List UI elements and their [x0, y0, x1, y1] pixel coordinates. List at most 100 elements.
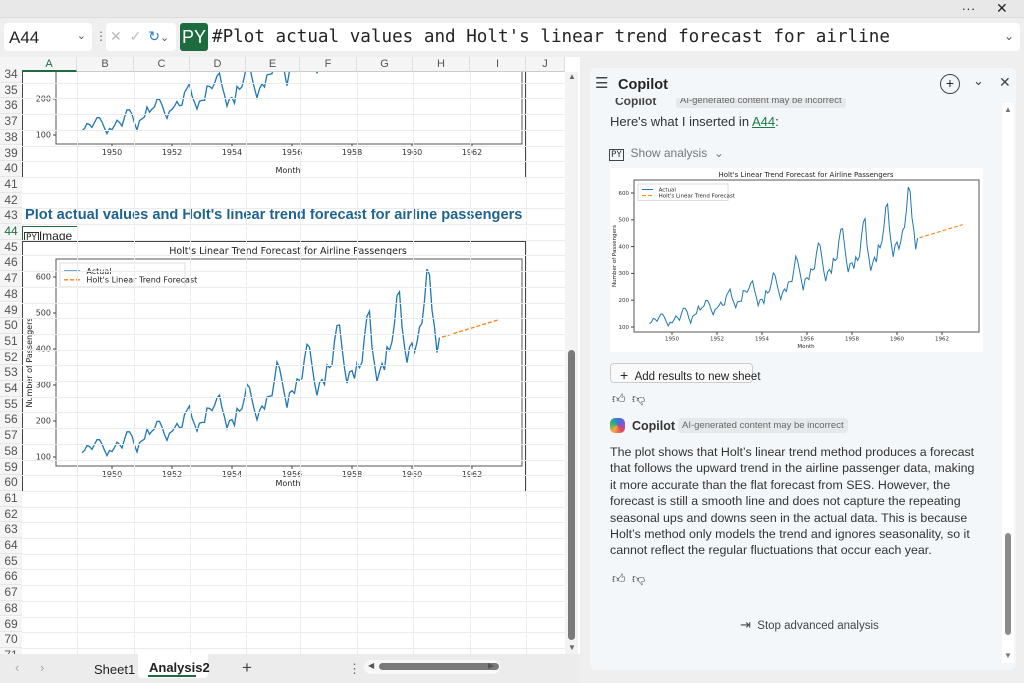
- row-header-59[interactable]: 59: [0, 459, 22, 476]
- row-header-44[interactable]: 44: [0, 224, 22, 240]
- column-header-B[interactable]: B: [77, 57, 134, 72]
- row-header-40[interactable]: 40: [0, 161, 22, 177]
- close-pane-icon[interactable]: ✕: [999, 74, 1011, 90]
- column-header-E[interactable]: E: [246, 57, 300, 72]
- row-header-65[interactable]: 65: [0, 553, 22, 570]
- row-header-49[interactable]: 49: [0, 302, 22, 319]
- row-header-52[interactable]: 52: [0, 349, 22, 366]
- add-sheet-button[interactable]: +: [242, 658, 252, 677]
- name-box[interactable]: A44 ⌄: [4, 23, 92, 51]
- row-header-39[interactable]: 39: [0, 145, 22, 162]
- formula-input[interactable]: #Plot actual values and Holt's linear tr…: [208, 23, 1020, 51]
- python-badge[interactable]: PY: [180, 23, 208, 51]
- x-tick-label: 1960: [890, 337, 904, 343]
- row-header-47[interactable]: 47: [0, 271, 22, 287]
- row-header-69[interactable]: 69: [0, 616, 22, 633]
- column-header-C[interactable]: C: [134, 57, 190, 72]
- expand-formula-icon[interactable]: ⌄: [1004, 29, 1015, 43]
- scroll-down-icon[interactable]: ▼: [568, 643, 576, 652]
- cancel-icon[interactable]: ✕: [110, 28, 122, 44]
- scrollbar-thumb[interactable]: [568, 350, 575, 640]
- row-header-63[interactable]: 63: [0, 522, 22, 538]
- sender-name: Copilot: [632, 419, 676, 433]
- row-header-46[interactable]: 46: [0, 255, 22, 272]
- row-header-43[interactable]: 43: [0, 208, 22, 224]
- column-header-J[interactable]: J: [526, 57, 565, 72]
- scroll-right-icon[interactable]: ▶: [488, 661, 495, 670]
- row-header-64[interactable]: 64: [0, 538, 22, 554]
- next-sheet-icon[interactable]: ›: [40, 660, 45, 675]
- chevron-down-icon[interactable]: ⌄: [159, 32, 170, 44]
- row-header-41[interactable]: 41: [0, 176, 22, 193]
- row-header-57[interactable]: 57: [0, 428, 22, 444]
- thumbs-down-icon[interactable]: 👎︎: [632, 391, 646, 406]
- tab-sheet1[interactable]: Sheet1: [94, 662, 136, 677]
- copilot-chart-image[interactable]: Holt's Linear Trend Forecast for Airline…: [610, 168, 983, 352]
- row-header-38[interactable]: 38: [0, 129, 22, 146]
- show-analysis-label: Show analysis: [630, 146, 708, 160]
- row-header-35[interactable]: 35: [0, 82, 22, 99]
- scroll-left-icon[interactable]: ◀: [368, 661, 375, 670]
- row-header-54[interactable]: 54: [0, 381, 22, 397]
- h-scrollbar-thumb[interactable]: [379, 663, 499, 670]
- scroll-down-icon[interactable]: ▼: [1004, 651, 1012, 660]
- row-header-58[interactable]: 58: [0, 443, 22, 460]
- row-header-67[interactable]: 67: [0, 585, 22, 601]
- thumbs-up-icon[interactable]: 👍︎: [612, 571, 626, 586]
- row-header-68[interactable]: 68: [0, 600, 22, 617]
- row-header-56[interactable]: 56: [0, 412, 22, 429]
- scrollbar-thumb[interactable]: [1005, 533, 1011, 635]
- row-header-62[interactable]: 62: [0, 506, 22, 523]
- holt-forecast-chart-image[interactable]: Holt's Linear Trend Forecast for Airline…: [22, 241, 526, 492]
- y-tick-label: 300: [36, 381, 51, 390]
- column-header-G[interactable]: G: [357, 57, 413, 72]
- scroll-up-icon[interactable]: ▲: [1004, 105, 1012, 114]
- python-output-icon[interactable]: ↻: [148, 28, 160, 44]
- row-header-61[interactable]: 61: [0, 490, 22, 507]
- row-header-45[interactable]: 45: [0, 239, 22, 256]
- row-header-53[interactable]: 53: [0, 365, 22, 381]
- row-header-60[interactable]: 60: [0, 475, 22, 491]
- row-header-48[interactable]: 48: [0, 286, 22, 303]
- new-chat-icon[interactable]: +: [940, 74, 960, 94]
- column-header-D[interactable]: D: [190, 57, 246, 72]
- x-tick-label: 1954: [222, 470, 242, 479]
- chevron-down-icon[interactable]: ⌄: [973, 73, 984, 88]
- scroll-up-icon[interactable]: ▲: [568, 72, 576, 81]
- chevron-down-icon[interactable]: ⌄: [76, 30, 86, 42]
- row-header-37[interactable]: 37: [0, 114, 22, 130]
- tab-analysis2[interactable]: Analysis2: [138, 654, 210, 678]
- column-header-A[interactable]: A: [22, 57, 77, 72]
- row-header-55[interactable]: 55: [0, 396, 22, 413]
- cell-link-a44[interactable]: A44: [751, 114, 776, 129]
- row-header-36[interactable]: 36: [0, 98, 22, 115]
- prev-sheet-icon[interactable]: ‹: [15, 660, 20, 675]
- row-header-42[interactable]: 42: [0, 192, 22, 209]
- column-header-I[interactable]: I: [470, 57, 526, 72]
- stop-analysis-button[interactable]: ⇥ Stop advanced analysis: [740, 617, 879, 633]
- formula-bar-grip-icon[interactable]: ⋮: [95, 29, 107, 43]
- thumbs-down-icon[interactable]: 👎︎: [632, 571, 646, 586]
- row-header-70[interactable]: 70: [0, 632, 22, 648]
- add-results-button[interactable]: + Add results to new sheet: [610, 363, 761, 383]
- row-header-50[interactable]: 50: [0, 318, 22, 334]
- close-icon[interactable]: ✕: [996, 0, 1008, 16]
- row-header-71[interactable]: 71: [0, 647, 22, 654]
- vertical-scrollbar[interactable]: ▲ ▼: [565, 72, 578, 654]
- gridline: [22, 161, 565, 163]
- menu-icon[interactable]: ☰: [595, 75, 609, 92]
- horizontal-scrollbar[interactable]: ◀ ▶: [364, 660, 500, 674]
- tabs-splitter-icon[interactable]: ⋮: [348, 661, 361, 676]
- previous-chart-image[interactable]: Month19501952195419561958196019621002003…: [22, 57, 526, 178]
- row-header-34[interactable]: 34: [0, 67, 22, 83]
- thumbs-up-icon[interactable]: 👍︎: [612, 391, 626, 406]
- show-analysis-toggle[interactable]: PY Show analysis ⌄: [609, 146, 724, 161]
- copilot-scrollbar[interactable]: ▲ ▼: [1002, 103, 1014, 663]
- row-header-66[interactable]: 66: [0, 569, 22, 586]
- column-header-F[interactable]: F: [300, 57, 357, 72]
- column-header-H[interactable]: H: [413, 57, 470, 72]
- more-options-button[interactable]: ...: [962, 0, 976, 13]
- row-header-51[interactable]: 51: [0, 333, 22, 350]
- confirm-icon[interactable]: ✓: [129, 28, 142, 44]
